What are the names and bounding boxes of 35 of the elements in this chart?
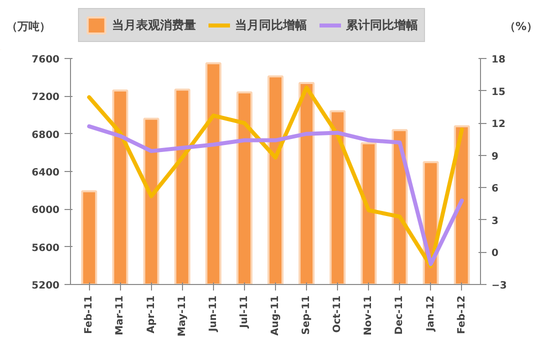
y-tick-label: 5200: [32, 280, 60, 292]
x-tick-label: Feb-11: [84, 295, 95, 334]
y2-tick-label: 0: [492, 248, 498, 260]
x-tick-label: Apr-11: [146, 295, 157, 334]
y2-tick-label: 9: [492, 151, 498, 162]
y2-tick-label: 18: [492, 54, 506, 66]
legend-label: 当月同比增幅: [235, 16, 307, 34]
y2-tick-label: 12: [492, 119, 506, 130]
legend-label: 累计同比增幅: [346, 16, 418, 34]
y-tick-label: 6400: [32, 168, 60, 178]
legend-label: 当月表观消费量: [112, 16, 196, 34]
x-tick-label: Dec-11: [394, 295, 406, 335]
x-tick-label: Jan-12: [425, 295, 436, 332]
line-series: [87, 86, 464, 268]
y-tick-label: 7200: [32, 92, 60, 104]
x-tick-label: May-11: [176, 295, 188, 336]
x-tick-label: Feb-12: [456, 295, 468, 334]
y-tick-label: 7600: [32, 54, 60, 66]
y-tick-label: 6000: [32, 205, 60, 216]
y2-tick-label: 6: [492, 184, 498, 195]
y2-tick-label: 15: [492, 86, 506, 98]
y2-tick-label: 3: [492, 216, 498, 227]
x-tick-label: Sep-11: [301, 295, 312, 335]
x-tick-label: Nov-11: [363, 295, 374, 336]
y2-axis-title: （%）: [504, 20, 538, 33]
x-tick-label: Jul-11: [238, 295, 250, 329]
x-tick-label: Oct-11: [332, 295, 344, 333]
y-axis-title: （万吨）: [6, 20, 50, 33]
y2-tick-label: −3: [492, 280, 507, 292]
x-tick-label: Mar-11: [114, 295, 126, 336]
y-tick-label: 5600: [32, 242, 60, 254]
x-tick-label: Aug-11: [270, 295, 281, 336]
x-tick-label: Jun-11: [208, 295, 219, 333]
line-series: [87, 124, 464, 266]
y-tick-label: 6800: [32, 130, 60, 141]
